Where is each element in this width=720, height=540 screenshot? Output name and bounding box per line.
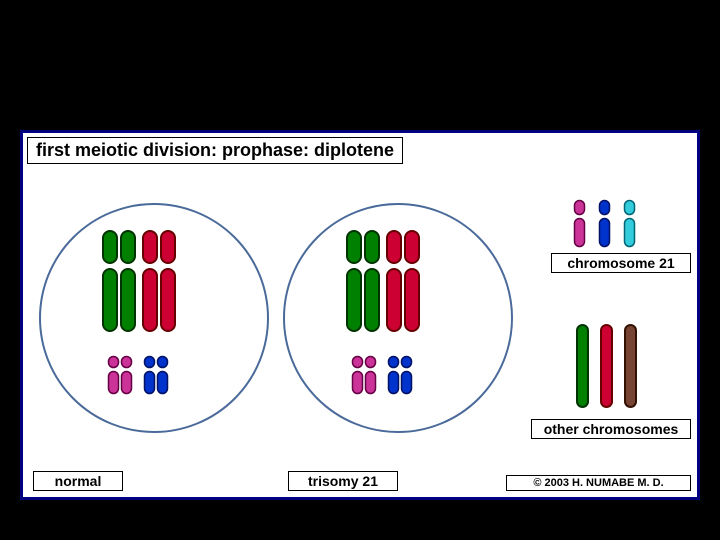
chrom-large-green-left <box>101 229 139 333</box>
legend-other-green <box>575 323 590 409</box>
chrom-small-magenta-right <box>351 355 379 395</box>
legend-chr21-magenta <box>573 199 588 248</box>
label-chr21: chromosome 21 <box>551 253 691 273</box>
legend-chr21-cyan <box>623 199 638 248</box>
chrom-small-magenta-left <box>107 355 135 395</box>
label-other-text: other chromosomes <box>544 421 679 437</box>
diagram-frame: first meiotic division: prophase: diplot… <box>20 130 700 500</box>
label-chr21-text: chromosome 21 <box>567 255 674 271</box>
label-normal: normal <box>33 471 123 491</box>
label-copyright-text: © 2003 H. NUMABE M. D. <box>533 477 663 489</box>
chrom-large-red-right <box>385 229 423 333</box>
legend-other-red <box>599 323 614 409</box>
label-trisomy-text: trisomy 21 <box>308 473 378 489</box>
chrom-small-blue-left <box>143 355 171 395</box>
legend-other-brown <box>623 323 638 409</box>
chrom-small-blue-right <box>387 355 415 395</box>
label-copyright: © 2003 H. NUMABE M. D. <box>506 475 691 491</box>
label-other: other chromosomes <box>531 419 691 439</box>
chrom-large-red-left <box>141 229 179 333</box>
title-box: first meiotic division: prophase: diplot… <box>27 137 403 164</box>
title-text: first meiotic division: prophase: diplot… <box>36 140 394 160</box>
label-normal-text: normal <box>55 473 102 489</box>
label-trisomy: trisomy 21 <box>288 471 398 491</box>
legend-chr21-blue <box>598 199 613 248</box>
chrom-large-green-right <box>345 229 383 333</box>
